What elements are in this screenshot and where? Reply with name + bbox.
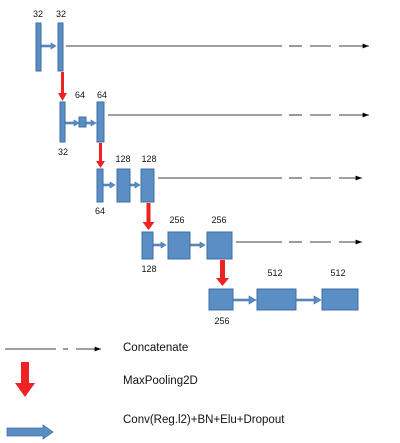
- conv-arrow: [295, 295, 322, 305]
- conv-arrow: [102, 181, 116, 189]
- label-l2-a: 64: [75, 90, 85, 100]
- block-l1-a: [35, 22, 42, 72]
- maxpool-arrow-3: [142, 203, 155, 230]
- maxpool-arrow-1: [58, 72, 67, 101]
- maxpool-arrow-2: [96, 143, 105, 168]
- label-l2-below: 32: [58, 147, 68, 157]
- level-5: 512 512 256: [208, 268, 359, 326]
- block-l2-b: [96, 101, 105, 143]
- block-l5-b: [321, 288, 359, 311]
- label-l1-a: 32: [33, 9, 43, 19]
- label-l5-below: 256: [214, 316, 229, 326]
- conv-arrow: [232, 295, 257, 305]
- block-l4-mid: [167, 231, 191, 260]
- legend-conv-label: Conv(Reg.l2)+BN+Elu+Dropout: [123, 414, 285, 426]
- label-l5-a: 512: [267, 268, 282, 278]
- block-l3-b: [140, 168, 155, 203]
- block-l3-mid: [116, 168, 131, 203]
- label-l1-b: 32: [56, 9, 66, 19]
- legend-maxpool-symbol: [15, 362, 35, 397]
- block-l1-b: [57, 22, 64, 72]
- block-l5-mid: [256, 288, 297, 311]
- block-l2-a: [59, 101, 66, 143]
- conv-arrow: [152, 241, 167, 249]
- block-l4-b: [206, 231, 233, 260]
- legend-conv-symbol: [6, 424, 54, 440]
- conv-arrow: [189, 241, 206, 249]
- label-l3-below: 64: [95, 206, 105, 216]
- maxpool-arrow-4: [216, 260, 229, 286]
- level-3: 128 128 64: [95, 154, 362, 216]
- label-l4-a: 256: [169, 215, 184, 225]
- conv-arrow: [40, 42, 57, 50]
- level-4: 256 256 128: [141, 215, 362, 274]
- level-1: 32 32: [33, 9, 369, 72]
- conv-arrow: [64, 119, 80, 127]
- block-l4-a: [141, 231, 154, 260]
- block-l5-a: [208, 288, 234, 311]
- label-l2-b: 64: [97, 90, 107, 100]
- label-l4-b: 256: [211, 215, 226, 225]
- block-l2-mid: [78, 116, 87, 128]
- label-l5-b: 512: [330, 268, 345, 278]
- label-l3-b: 128: [141, 154, 156, 164]
- label-l4-below: 128: [141, 264, 156, 274]
- level-2: 64 64 32: [58, 90, 369, 157]
- conv-arrow: [85, 119, 97, 127]
- legend: Concatenate MaxPooling2D Conv(Reg.l2)+BN…: [5, 342, 285, 440]
- label-l3-a: 128: [115, 154, 130, 164]
- block-l3-a: [96, 168, 104, 203]
- legend-maxpool-label: MaxPooling2D: [123, 375, 198, 387]
- legend-concatenate-label: Concatenate: [123, 342, 188, 354]
- conv-arrow: [129, 181, 141, 189]
